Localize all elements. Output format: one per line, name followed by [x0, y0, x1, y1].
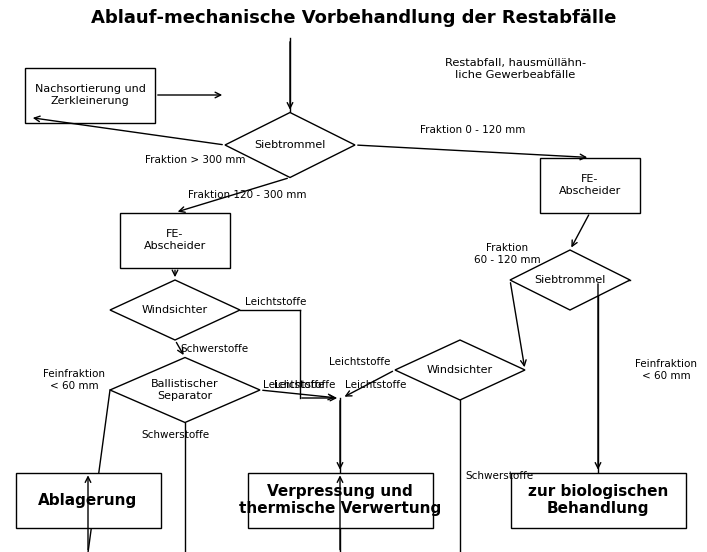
Text: Fraktion
60 - 120 mm: Fraktion 60 - 120 mm: [474, 243, 541, 265]
Text: Ablagerung: Ablagerung: [38, 492, 138, 507]
Text: Schwerstoffe: Schwerstoffe: [465, 471, 533, 481]
Polygon shape: [395, 340, 525, 400]
Text: Ablauf‑mechanische Vorbehandlung der Restabfälle: Ablauf‑mechanische Vorbehandlung der Res…: [90, 9, 617, 27]
Text: Feinfraktion
< 60 mm: Feinfraktion < 60 mm: [635, 359, 697, 381]
Text: Leichtstoffe: Leichtstoffe: [345, 380, 407, 390]
Polygon shape: [225, 113, 355, 178]
Text: Leichtstoffe: Leichtstoffe: [329, 357, 390, 367]
Text: Windsichter: Windsichter: [142, 305, 208, 315]
FancyBboxPatch shape: [16, 473, 160, 528]
Text: zur biologischen
Behandlung: zur biologischen Behandlung: [528, 484, 668, 516]
Text: Ballistischer
Separator: Ballistischer Separator: [151, 379, 218, 401]
FancyBboxPatch shape: [247, 473, 433, 528]
FancyBboxPatch shape: [510, 473, 686, 528]
Text: Leichtstoffe: Leichtstoffe: [263, 380, 325, 390]
Text: Leichtstoffe: Leichtstoffe: [274, 380, 335, 390]
Text: Leichtstoffe: Leichtstoffe: [245, 297, 306, 307]
Text: Fraktion 0 - 120 mm: Fraktion 0 - 120 mm: [420, 125, 525, 135]
Polygon shape: [110, 358, 260, 422]
Text: FE-
Abscheider: FE- Abscheider: [559, 174, 621, 196]
Text: Fraktion > 300 mm: Fraktion > 300 mm: [145, 155, 245, 165]
Text: Schwerstoffe: Schwerstoffe: [141, 431, 209, 440]
Text: FE-
Abscheider: FE- Abscheider: [144, 229, 206, 251]
Polygon shape: [510, 250, 630, 310]
Text: Feinfraktion
< 60 mm: Feinfraktion < 60 mm: [43, 369, 105, 391]
Text: Restabfall, hausmüllähn-
liche Gewerbeabfälle: Restabfall, hausmüllähn- liche Gewerbeab…: [445, 58, 586, 79]
FancyBboxPatch shape: [540, 157, 640, 213]
FancyBboxPatch shape: [25, 67, 155, 123]
Text: Nachsortierung und
Zerkleinerung: Nachsortierung und Zerkleinerung: [35, 84, 146, 106]
FancyBboxPatch shape: [120, 213, 230, 268]
Polygon shape: [110, 280, 240, 340]
Text: Siebtrommel: Siebtrommel: [534, 275, 606, 285]
Text: Verpressung und
thermische Verwertung: Verpressung und thermische Verwertung: [239, 484, 441, 516]
Text: Fraktion 120 - 300 mm: Fraktion 120 - 300 mm: [188, 190, 307, 200]
Text: Schwerstoffe: Schwerstoffe: [180, 344, 248, 354]
Text: Windsichter: Windsichter: [427, 365, 493, 375]
Text: Siebtrommel: Siebtrommel: [255, 140, 326, 150]
